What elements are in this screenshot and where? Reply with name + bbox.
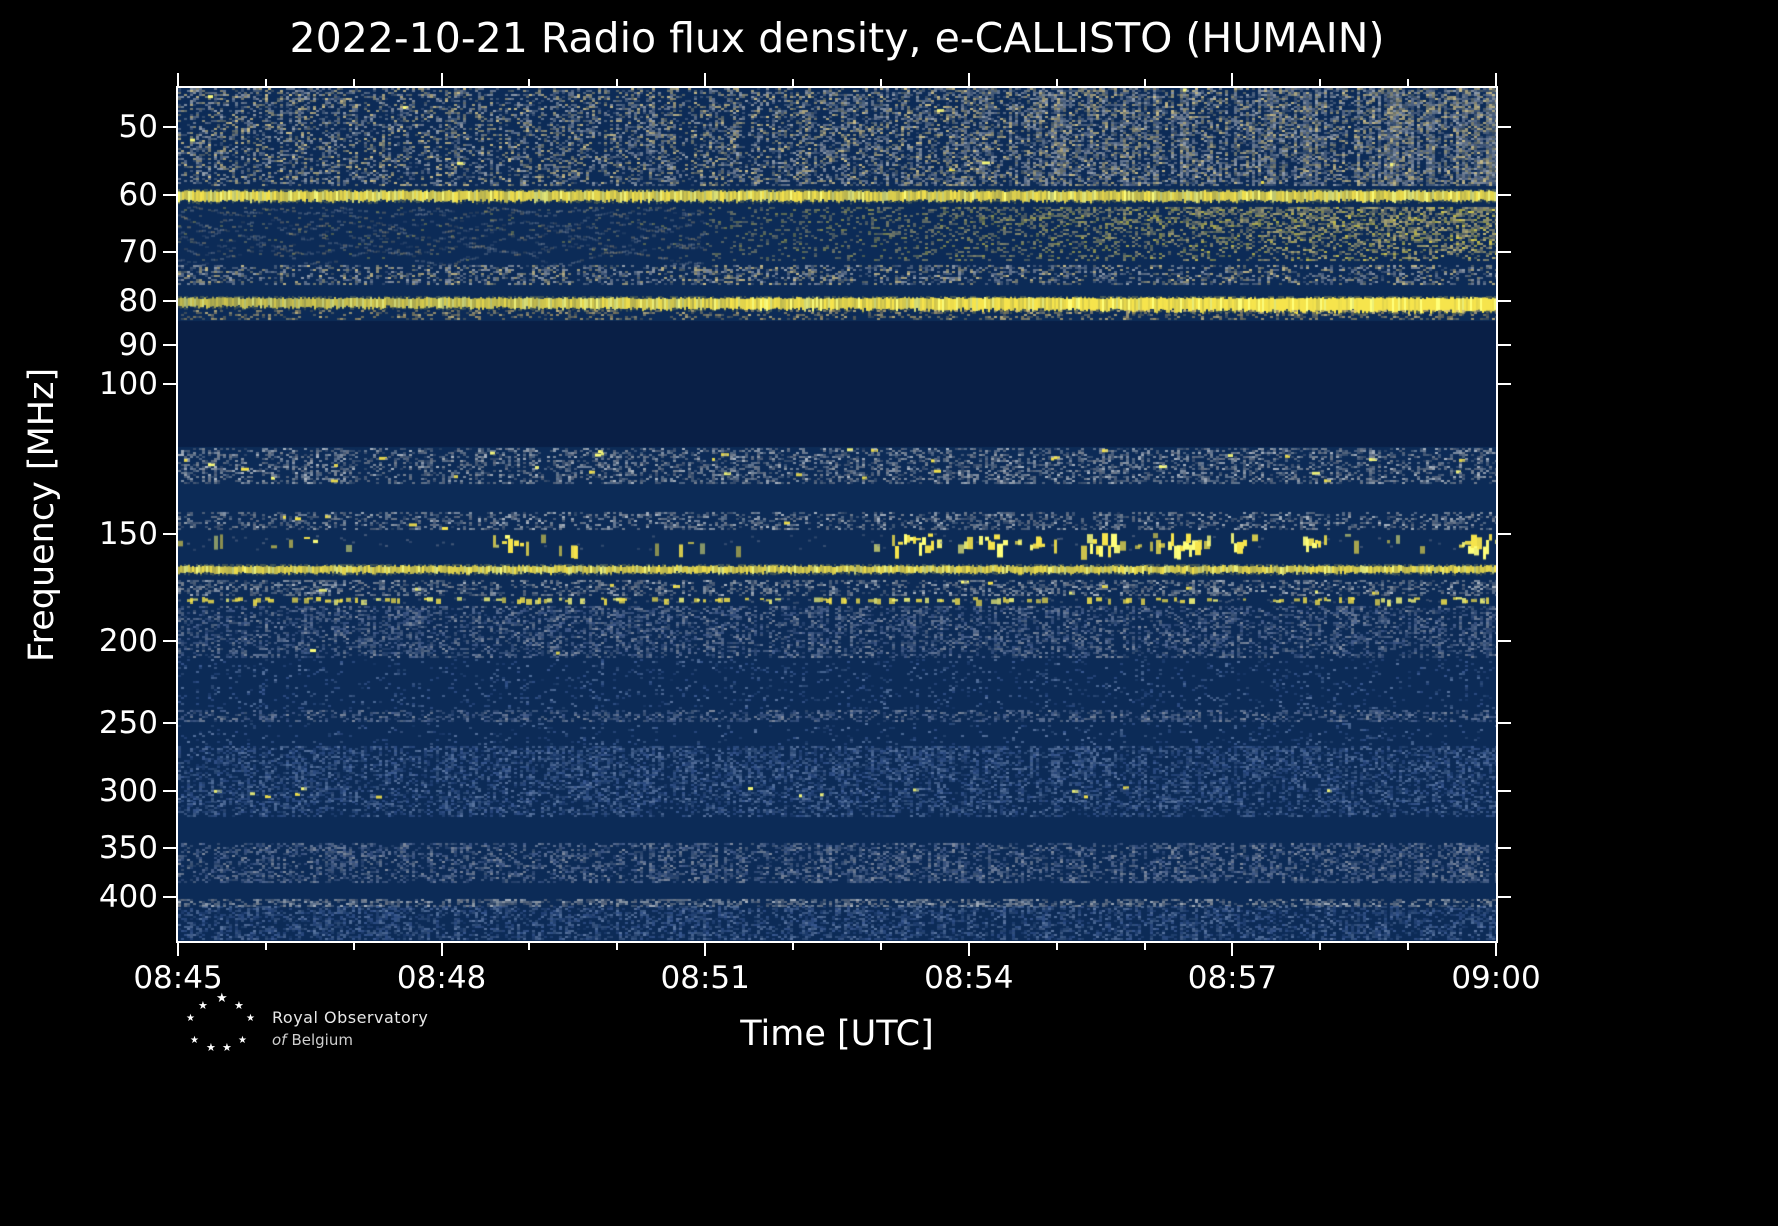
y-tick <box>163 533 176 535</box>
y-tick-label: 80 <box>118 283 158 320</box>
x-minor-tick <box>352 943 355 950</box>
x-tick-label: 08:51 <box>660 960 750 996</box>
star-icon: ★ <box>238 1035 247 1046</box>
x-minor-tick <box>528 943 531 950</box>
x-tick-label: 08:45 <box>133 960 223 996</box>
star-icon: ★ <box>198 999 208 1012</box>
x-tick-label: 08:48 <box>396 960 487 996</box>
y-tick <box>1498 722 1511 725</box>
x-tick <box>440 943 443 956</box>
y-tick <box>163 639 176 642</box>
x-minor-tick <box>1407 79 1410 86</box>
y-tick <box>1498 343 1511 346</box>
y-tick-label: 400 <box>98 879 158 916</box>
rob-logo-belgium: Belgium <box>291 1031 353 1049</box>
y-tick <box>163 789 176 792</box>
rob-logo: ★ ★ ★ ★ ★ ★ ★ ★ ★ Royal Observatory of Belgium <box>180 990 580 1070</box>
x-minor-tick <box>616 79 619 86</box>
y-tick <box>163 382 176 385</box>
x-minor-tick <box>1319 79 1322 86</box>
x-tick-label: 08:57 <box>1187 960 1278 996</box>
x-minor-tick <box>528 79 531 86</box>
x-minor-tick <box>352 79 355 86</box>
x-minor-tick <box>792 79 795 86</box>
star-icon: ★ <box>206 1041 216 1054</box>
y-tick-label: 50 <box>118 109 158 146</box>
x-minor-tick <box>879 943 882 950</box>
x-minor-tick <box>616 943 619 950</box>
x-tick <box>704 943 707 956</box>
y-tick <box>1498 896 1511 899</box>
x-tick <box>177 73 179 86</box>
spectrogram-canvas <box>178 88 1496 941</box>
x-tick-label: 08:54 <box>924 960 1014 996</box>
star-icon: ★ <box>246 1013 255 1024</box>
x-tick <box>1231 73 1234 86</box>
y-tick <box>1498 250 1511 253</box>
x-minor-tick <box>792 943 795 950</box>
x-minor-tick <box>1407 943 1410 950</box>
x-minor-tick <box>1319 943 1322 950</box>
x-tick-label: 09:00 <box>1451 960 1541 996</box>
x-tick <box>1495 73 1497 86</box>
star-icon: ★ <box>216 991 228 1006</box>
x-minor-tick <box>1143 79 1146 86</box>
plot-area <box>176 86 1498 943</box>
x-minor-tick <box>1055 79 1058 86</box>
y-tick <box>1498 533 1511 535</box>
y-tick <box>163 126 176 129</box>
x-axis-label: Time [UTC] <box>740 1014 934 1054</box>
y-tick-label: 200 <box>98 622 158 659</box>
y-tick-label: 60 <box>118 176 158 213</box>
y-tick <box>1498 846 1511 849</box>
y-tick-label: 70 <box>118 233 158 270</box>
y-tick-label: 90 <box>118 326 158 363</box>
chart-title: 2022-10-21 Radio flux density, e-CALLIST… <box>289 14 1385 62</box>
rob-logo-text: Royal Observatory of Belgium <box>272 1008 428 1049</box>
x-tick <box>440 73 443 86</box>
y-tick <box>163 896 176 899</box>
x-minor-tick <box>264 79 267 86</box>
x-tick <box>704 73 707 86</box>
rob-logo-line2: of Belgium <box>272 1031 428 1049</box>
y-tick <box>163 250 176 253</box>
star-icon: ★ <box>190 1035 199 1046</box>
y-tick <box>1498 300 1511 303</box>
y-tick <box>163 846 176 849</box>
x-minor-tick <box>264 943 267 950</box>
y-tick <box>163 722 176 725</box>
x-tick <box>1231 943 1234 956</box>
y-tick-label: 300 <box>98 772 158 809</box>
x-minor-tick <box>1055 943 1058 950</box>
star-icon: ★ <box>222 1041 232 1054</box>
y-tick-label: 250 <box>98 705 158 742</box>
y-tick <box>163 193 176 196</box>
x-minor-tick <box>1143 943 1146 950</box>
y-tick <box>163 343 176 346</box>
rob-logo-of: of <box>272 1031 287 1049</box>
y-tick <box>1498 789 1511 792</box>
x-tick <box>967 943 970 956</box>
star-cluster-icon: ★ ★ ★ ★ ★ ★ ★ ★ ★ <box>180 990 264 1062</box>
x-tick <box>1495 943 1497 956</box>
y-tick <box>1498 382 1511 385</box>
y-tick <box>1498 126 1511 129</box>
x-tick <box>967 73 970 86</box>
y-tick <box>1498 639 1511 642</box>
y-tick-label: 350 <box>98 829 158 866</box>
y-tick <box>1498 193 1511 196</box>
x-minor-tick <box>879 79 882 86</box>
y-tick <box>163 300 176 303</box>
star-icon: ★ <box>234 999 244 1012</box>
rob-logo-line1: Royal Observatory <box>272 1008 429 1027</box>
x-tick <box>177 943 179 956</box>
y-tick-label: 150 <box>98 516 158 552</box>
star-icon: ★ <box>186 1013 195 1024</box>
y-tick-label: 100 <box>98 365 158 402</box>
